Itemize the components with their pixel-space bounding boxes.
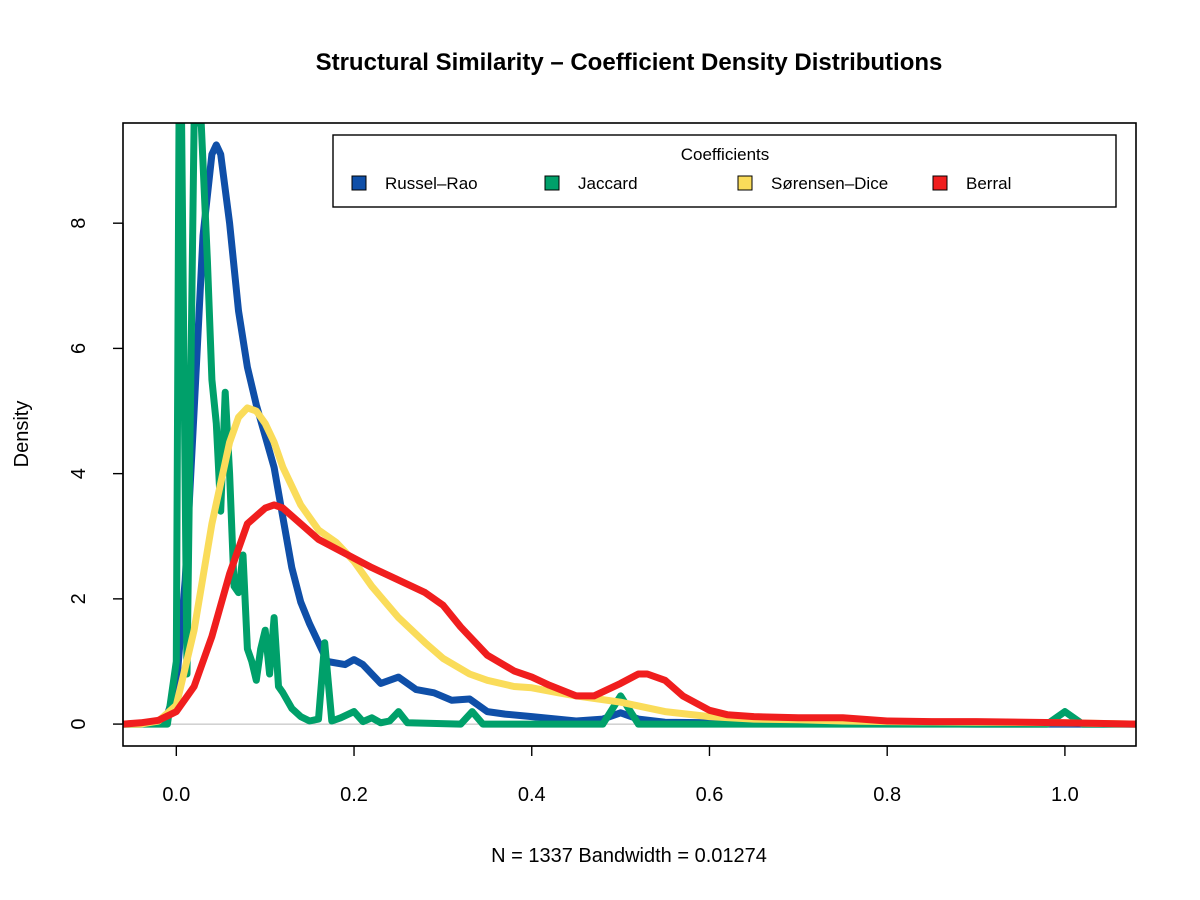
legend-swatch bbox=[544, 175, 560, 191]
legend-label: Russel–Rao bbox=[385, 174, 478, 193]
legend-box bbox=[332, 134, 1117, 208]
x-axis-label: N = 1337 Bandwidth = 0.01274 bbox=[491, 845, 767, 867]
x-tick-label: 0.6 bbox=[696, 784, 724, 806]
x-tick-label: 1.0 bbox=[1051, 784, 1079, 806]
x-tick-label: 0.0 bbox=[162, 784, 190, 806]
y-tick-label: 0 bbox=[68, 719, 90, 730]
legend-title: Coefficients bbox=[681, 145, 770, 164]
x-tick-label: 0.4 bbox=[518, 784, 546, 806]
legend-swatch bbox=[351, 175, 367, 191]
y-tick-label: 8 bbox=[68, 218, 90, 229]
legend-label: Berral bbox=[966, 174, 1011, 193]
legend-swatch bbox=[932, 175, 948, 191]
series-line-4 bbox=[123, 501, 1136, 728]
chart-title: Structural Similarity – Coefficient Dens… bbox=[316, 49, 943, 76]
y-tick-label: 4 bbox=[68, 468, 90, 479]
x-tick-label: 0.2 bbox=[340, 784, 368, 806]
legend-swatch bbox=[737, 175, 753, 191]
y-axis: 0 2 4 6 8 bbox=[68, 218, 124, 730]
y-tick-label: 6 bbox=[68, 343, 90, 354]
legend: Coefficients Russel–Rao Jaccard Sørensen–D… bbox=[332, 134, 1117, 208]
y-tick-label: 2 bbox=[68, 593, 90, 604]
x-tick-label: 0.8 bbox=[873, 784, 901, 806]
x-axis: 0.0 0.2 0.4 0.6 0.8 1.0 bbox=[162, 745, 1079, 806]
series-layer bbox=[123, 123, 1136, 728]
series-line-2 bbox=[123, 123, 1136, 728]
y-axis-label: Density bbox=[11, 401, 33, 468]
legend-label: Sørensen–Dice bbox=[771, 174, 888, 193]
legend-label: Jaccard bbox=[578, 174, 638, 193]
